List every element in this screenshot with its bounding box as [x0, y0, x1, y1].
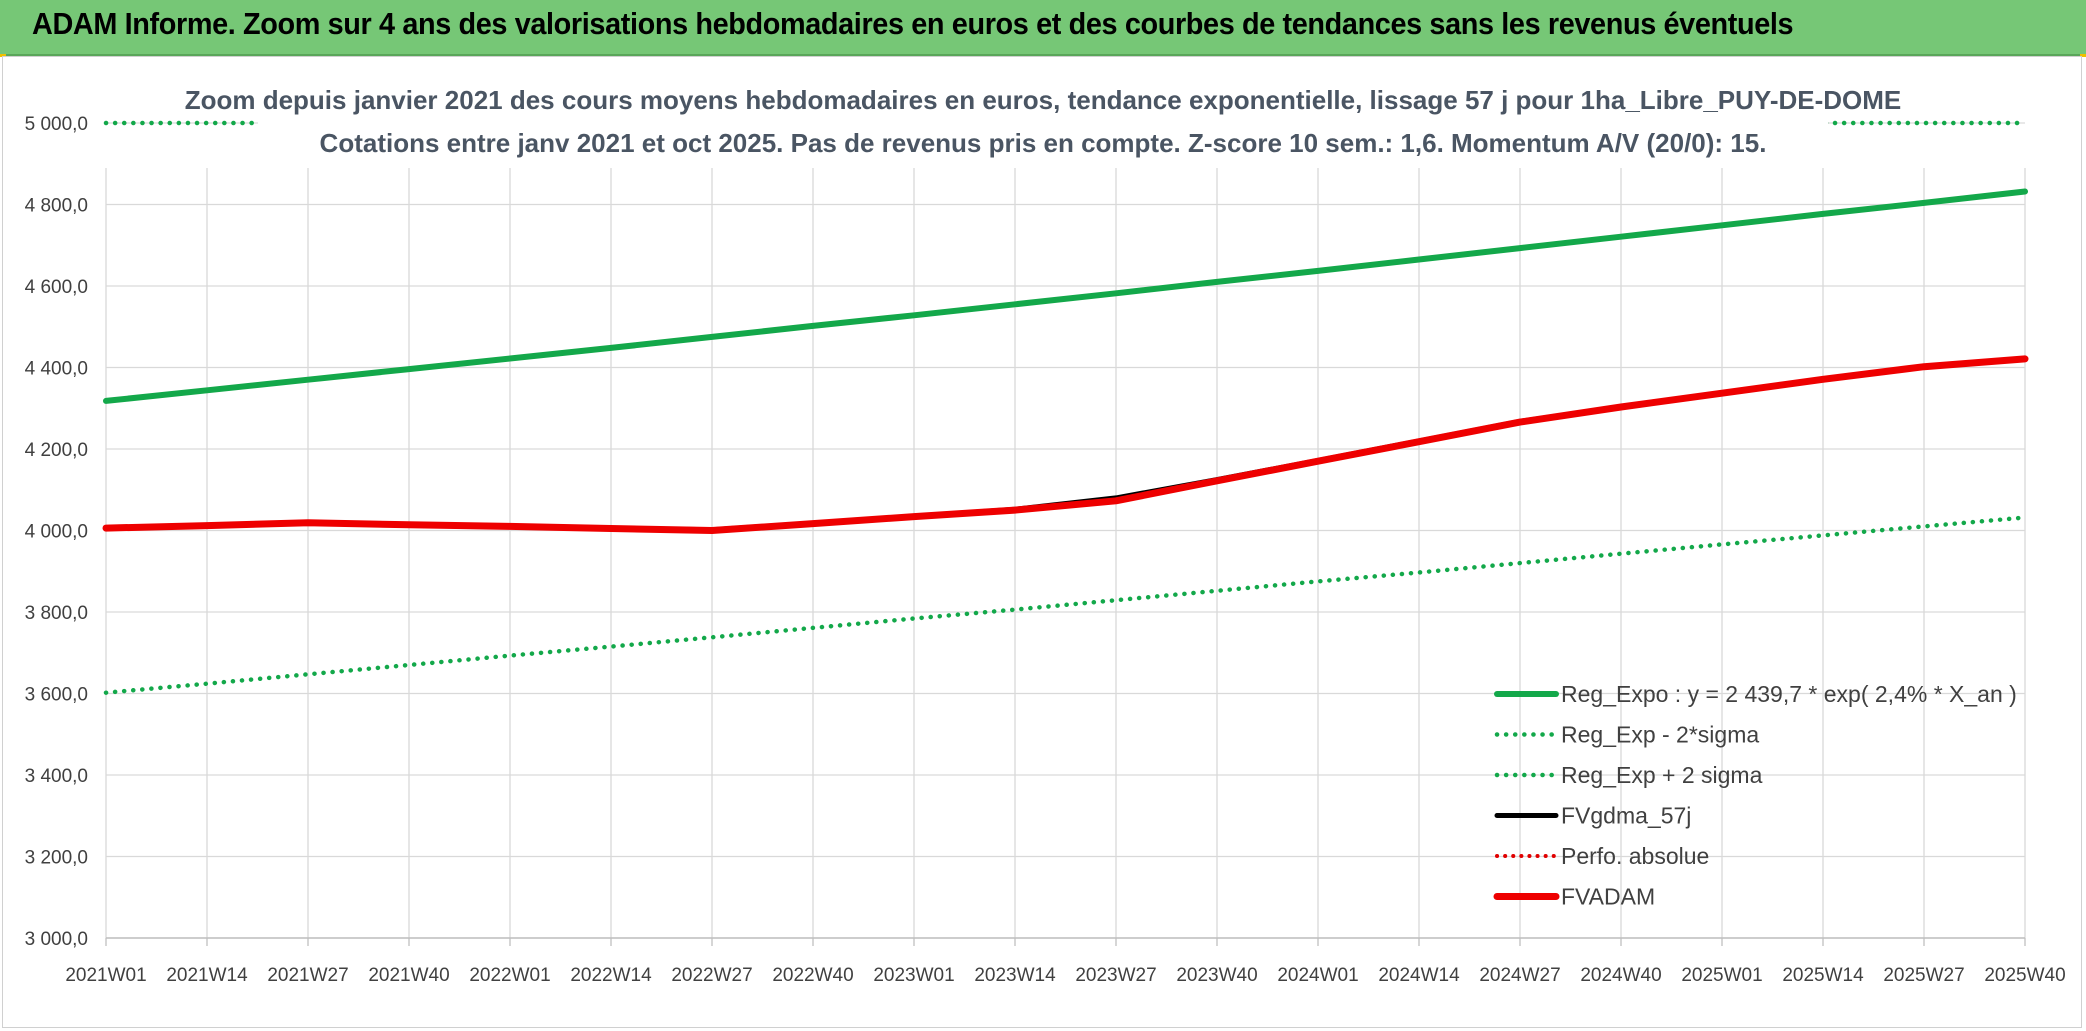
x-tick-label: 2022W01 [469, 965, 550, 986]
y-tick-label: 3 000,0 [25, 929, 88, 950]
corner-accent-right [2080, 54, 2086, 57]
y-tick-label: 5 000,0 [25, 114, 88, 135]
x-tick-label: 2022W14 [570, 965, 652, 986]
legend-label-reg_expo: Reg_Expo : y = 2 439,7 * exp( 2,4% * X_a… [1561, 681, 2017, 707]
series-lines [102, 120, 2029, 695]
x-tick-label: 2021W01 [65, 965, 146, 986]
y-tick-label: 3 800,0 [25, 603, 88, 624]
header-bar: ADAM Informe. Zoom sur 4 ans des valoris… [0, 0, 2086, 56]
series-line-fvadam [102, 355, 2029, 534]
y-axis-ticks: 3 000,0 3 200,0 3 400,0 3 600,0 3 800,0 4 000… [25, 114, 88, 950]
legend-label-fvgdma: FVgdma_57j [1561, 803, 1691, 829]
chart-title-line1: Zoom depuis janvier 2021 des cours moyen… [185, 85, 1902, 115]
x-tick-label: 2024W27 [1479, 965, 1560, 986]
x-tick-label: 2023W14 [974, 965, 1056, 986]
x-tick-label: 2025W01 [1681, 965, 1762, 986]
y-tick-label: 3 400,0 [25, 766, 88, 787]
x-tick-label: 2022W40 [772, 965, 853, 986]
y-tick-label: 3 600,0 [25, 685, 88, 706]
x-axis-ticks: 2021W01 2021W14 2021W27 2021W40 2022W01 2022W… [65, 965, 2065, 986]
x-tick-label: 2025W40 [1984, 965, 2065, 986]
chart-title-line2: Cotations entre janv 2021 et oct 2025. P… [320, 128, 1767, 158]
x-tick-label: 2023W27 [1075, 965, 1156, 986]
x-tick-label: 2021W40 [368, 965, 449, 986]
title-backdrop [258, 76, 1828, 166]
x-tick-label: 2023W40 [1176, 965, 1257, 986]
x-tick-label: 2021W27 [267, 965, 348, 986]
x-tick-label: 2024W01 [1277, 965, 1358, 986]
x-tick-label: 2023W01 [873, 965, 954, 986]
y-tick-label: 4 800,0 [25, 196, 88, 217]
x-tick-label: 2025W14 [1782, 965, 1864, 986]
legend-label-sigma_plus: Reg_Exp + 2 sigma [1561, 762, 1763, 788]
legend-label-perfo: Perfo. absolue [1561, 843, 1709, 869]
chart-frame [2, 56, 2082, 1028]
corner-accent-left [0, 54, 6, 57]
y-tick-label: 4 400,0 [25, 359, 88, 380]
series-line-sigma_minus [103, 515, 2028, 695]
x-tick-label: 2021W14 [166, 965, 248, 986]
legend-label-sigma_minus: Reg_Exp - 2*sigma [1561, 722, 1759, 748]
grid-lines [105, 122, 2026, 946]
series-line-reg_expo [103, 188, 2028, 404]
x-tick-label: 2022W27 [671, 965, 752, 986]
page-title: ADAM Informe. Zoom sur 4 ans des valoris… [32, 6, 1794, 41]
y-tick-label: 4 200,0 [25, 440, 88, 461]
legend: Reg_Expo : y = 2 439,7 * exp( 2,4% * X_a… [1493, 681, 2017, 910]
x-tick-label: 2024W40 [1580, 965, 1661, 986]
legend-label-fvadam: FVADAM [1561, 884, 1655, 910]
y-tick-label: 3 200,0 [25, 848, 88, 869]
x-tick-label: 2025W27 [1883, 965, 1964, 986]
x-tick-label: 2024W14 [1378, 965, 1460, 986]
y-tick-label: 4 600,0 [25, 277, 88, 298]
y-tick-label: 4 000,0 [25, 522, 88, 543]
